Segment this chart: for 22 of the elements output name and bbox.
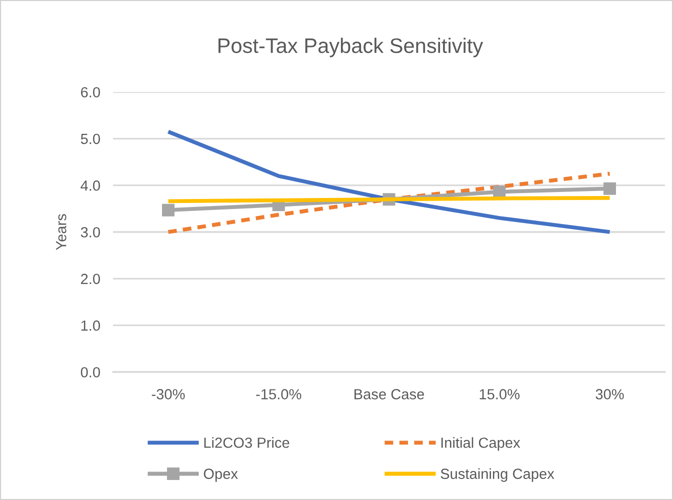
x-tick-label: 15.0% bbox=[480, 389, 520, 400]
legend-label: Initial Capex bbox=[441, 437, 520, 451]
x-tick-label: -30% bbox=[152, 389, 185, 400]
chart-title: Post-Tax Payback Sensitivity bbox=[218, 38, 484, 58]
y-tick-label: 1.0 bbox=[81, 320, 100, 331]
point bbox=[162, 204, 174, 216]
legend-label: Li2CO3 Price bbox=[204, 437, 290, 448]
y-tick-label: 0.0 bbox=[80, 367, 100, 378]
y-tick-label: 2.0 bbox=[81, 274, 100, 284]
point bbox=[603, 182, 616, 195]
line-series bbox=[166, 130, 612, 234]
y-tick-label: 4.0 bbox=[80, 180, 100, 191]
x-tick-label: 30% bbox=[596, 389, 624, 400]
y-tick-label: 5.0 bbox=[80, 134, 100, 144]
legend-label: Opex bbox=[204, 468, 238, 482]
x-tick-label: -15.0% bbox=[256, 389, 302, 400]
legend-label: Sustaining Capex bbox=[440, 468, 554, 482]
y-tick-label: 3.0 bbox=[80, 227, 100, 238]
y-axis-title: Years bbox=[56, 214, 66, 250]
line-series bbox=[166, 172, 612, 234]
y-tick-label: 6.0 bbox=[81, 87, 100, 98]
x-tick-label: Base Case bbox=[354, 389, 424, 400]
